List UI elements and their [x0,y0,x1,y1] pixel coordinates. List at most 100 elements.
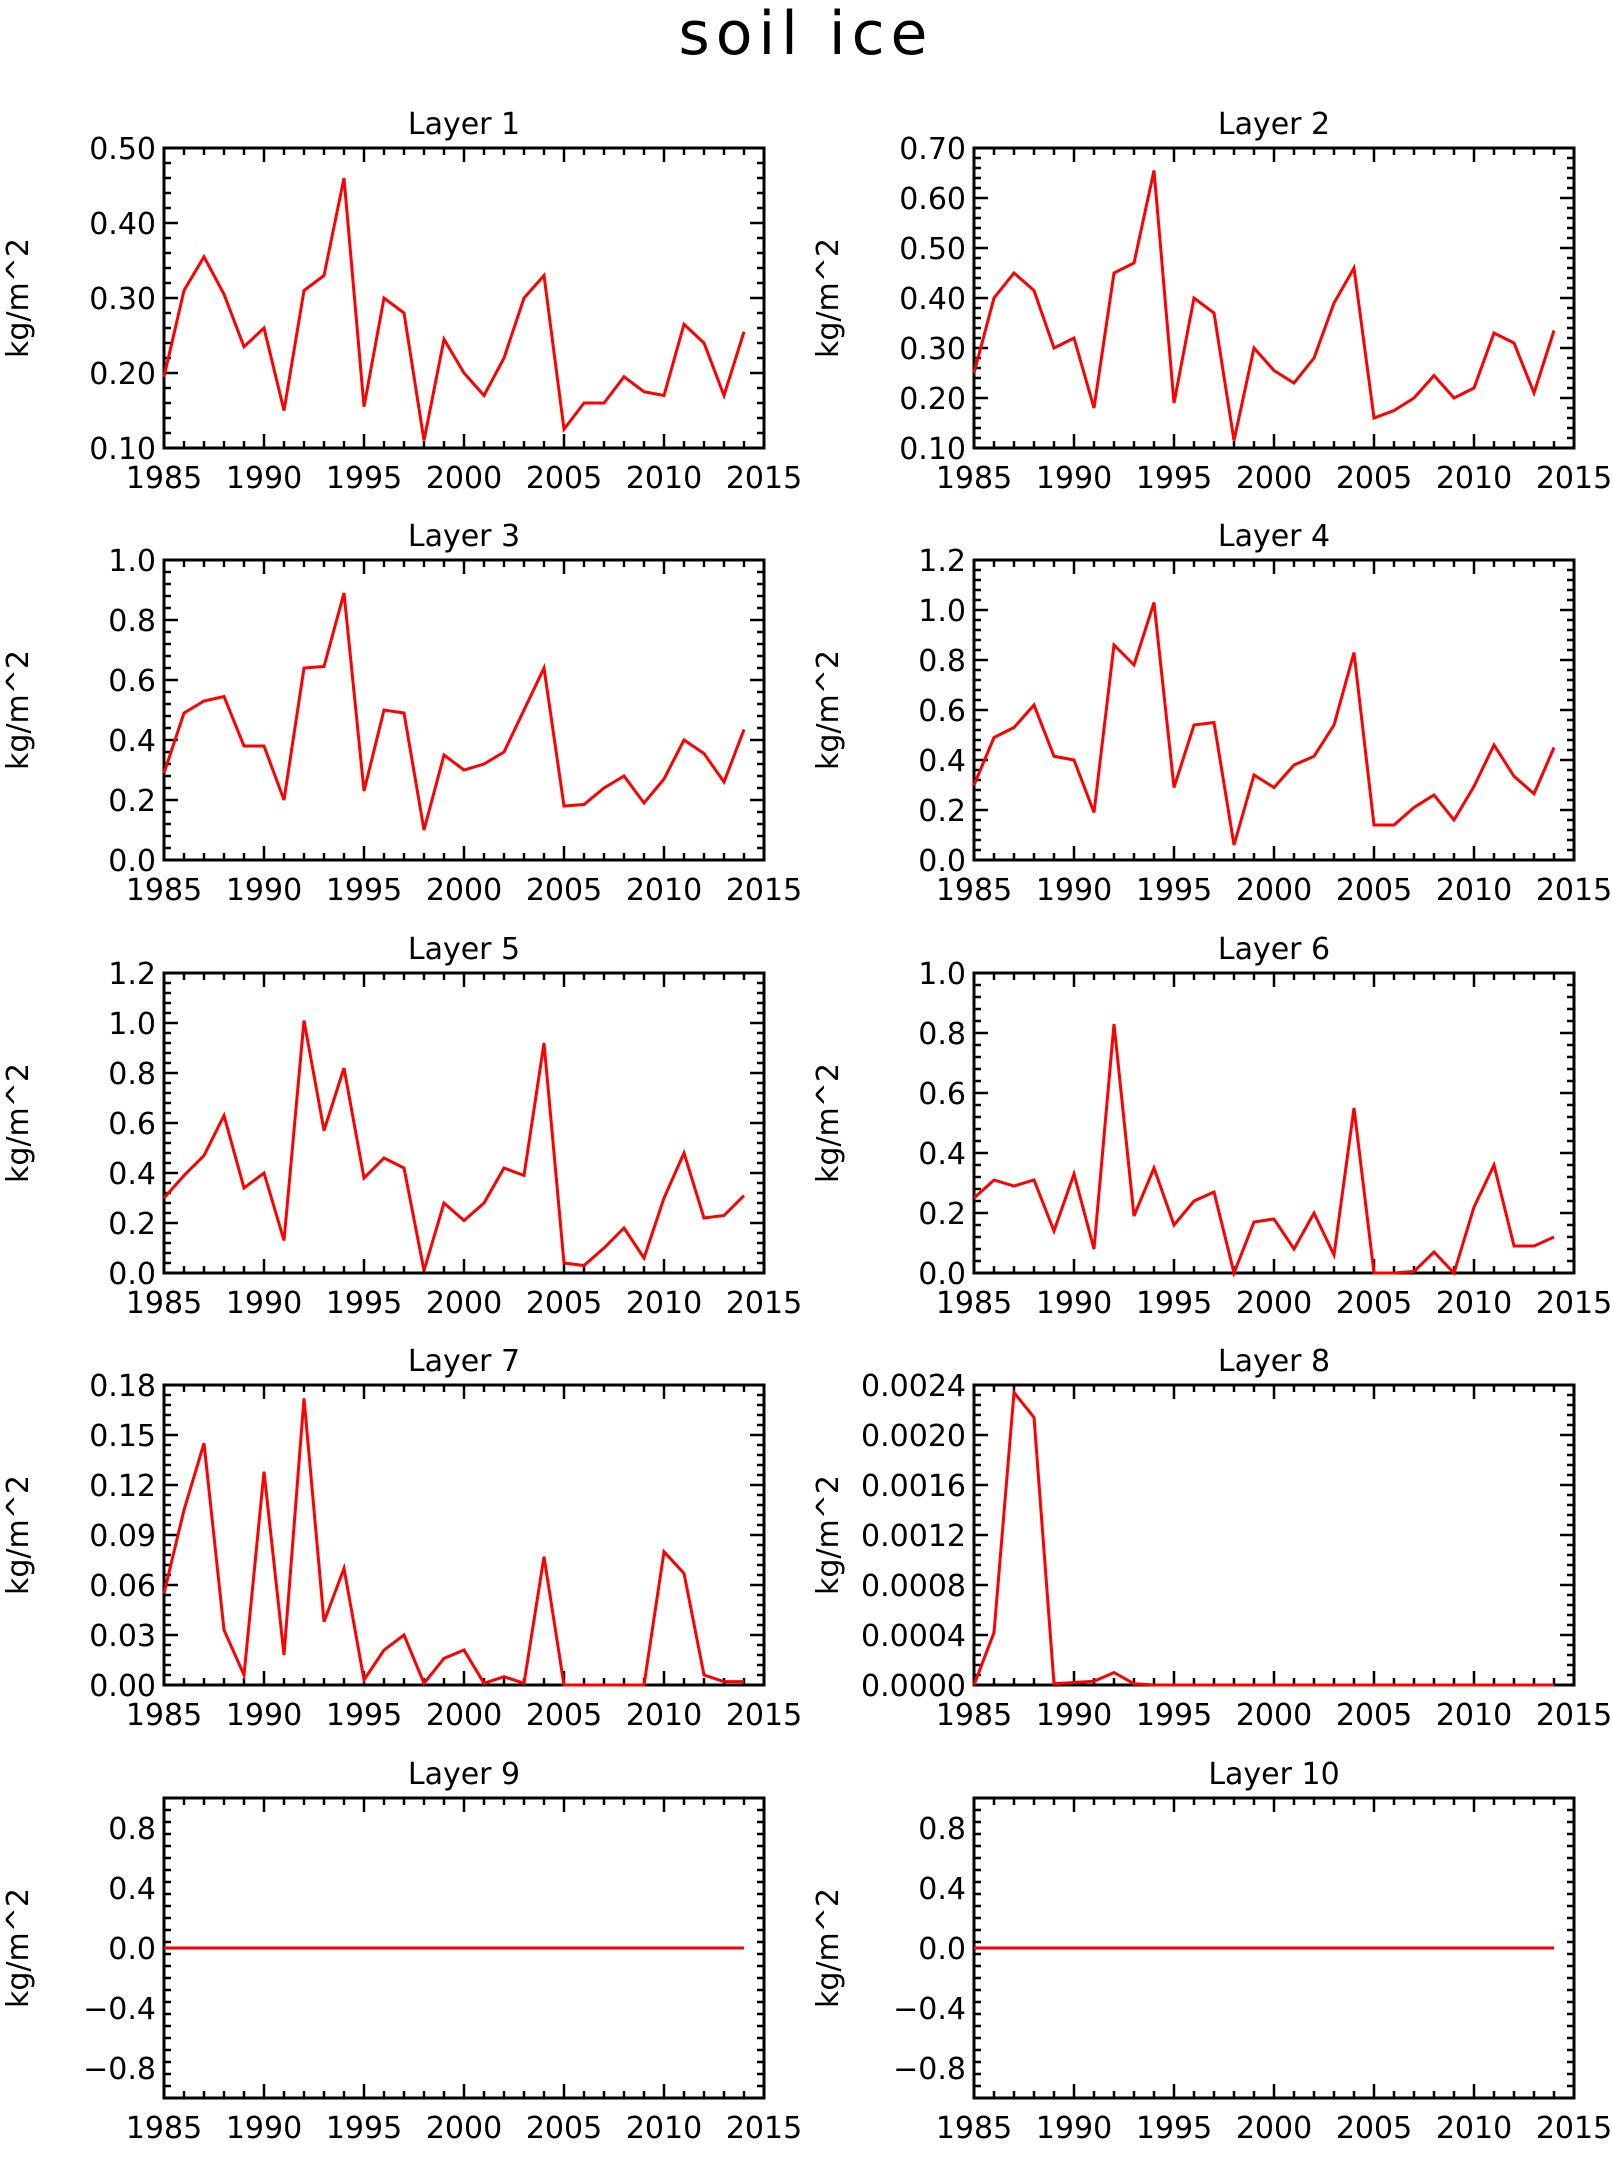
panel-title: Layer 7 [408,1344,520,1379]
x-tick-label: 2000 [1236,2111,1312,2146]
y-tick-label: 0.2 [108,784,156,819]
y-tick-label: 0.8 [918,1017,966,1052]
x-tick-label: 1985 [936,2111,1012,2146]
y-tick-label: 0.0 [918,1257,966,1292]
x-tick-label: 1995 [1136,873,1212,908]
x-tick-label: 1985 [126,2111,202,2146]
y-tick-label: 1.0 [918,957,966,992]
panel-layer-7: Layer 7 1985 1990 1995 2000 2005 2010 2015 0.00 0… [1,1344,802,1733]
y-axis-label: kg/m^2 [1,650,36,770]
y-axis-label: kg/m^2 [811,1063,846,1183]
panel-layer-3: Layer 3 1985 1990 1995 2000 2005 2010 2015 0.0 0.… [1,519,802,908]
x-tick-label: 2015 [1536,1286,1612,1321]
y-tick-label: 0.4 [918,744,966,779]
y-tick-label: 0.8 [918,644,966,679]
y-axis-label: kg/m^2 [1,238,36,358]
series-line [162,1398,744,1687]
panel-layer-6: Layer 6 1985 1990 1995 2000 2005 2010 2015 0.0 0.… [811,932,1612,1321]
y-tick-label: 0.60 [899,182,966,217]
x-tick-label: 1995 [1136,461,1212,496]
y-tick-label: 0.30 [89,282,156,317]
x-tick-label: 2010 [626,1286,702,1321]
y-tick-label: 0.20 [89,357,156,392]
y-tick-label: 0.6 [918,1077,966,1112]
y-tick-label: 0.0012 [861,1519,966,1554]
x-tick-label: 1990 [226,461,302,496]
y-tick-label: 1.0 [108,1007,156,1042]
y-tick-label: 0.0 [918,1932,966,1967]
y-tick-label: 0.18 [89,1369,156,1404]
x-tick-label: 2015 [726,1286,802,1321]
plot-frame [972,1383,1576,1687]
x-tick-label: 2005 [1336,1286,1412,1321]
x-tick-label: 2000 [426,2111,502,2146]
x-tick-label: 2015 [726,873,802,908]
x-tick-label: 1990 [1036,873,1112,908]
x-tick-label: 2015 [1536,873,1612,908]
y-tick-label: 0.50 [89,132,156,167]
y-axis-label: kg/m^2 [811,238,846,358]
x-tick-label: 1985 [936,1286,1012,1321]
x-tick-label: 1990 [226,2111,302,2146]
y-tick-label: −0.4 [893,1992,966,2027]
panel-title: Layer 6 [1218,932,1330,967]
x-tick-label: 1985 [126,1286,202,1321]
y-tick-label: 0.6 [108,664,156,699]
panel-title: Layer 5 [408,932,520,967]
y-tick-label: 0.2 [108,1207,156,1242]
x-tick-label: 1995 [326,873,402,908]
y-tick-label: 0.06 [89,1569,156,1604]
x-tick-label: 2005 [1336,461,1412,496]
x-tick-label: 2010 [1436,1698,1512,1733]
x-tick-label: 2000 [1236,461,1312,496]
x-tick-label: 1985 [936,873,1012,908]
series-line [162,177,746,441]
x-tick-label: 2005 [1336,873,1412,908]
x-tick-label: 1985 [126,1698,202,1733]
x-tick-label: 2005 [1336,1698,1412,1733]
series-line [972,1023,1555,1278]
y-tick-label: 0.4 [918,1137,966,1172]
y-tick-label: 0.40 [899,282,966,317]
series-line [972,602,1556,846]
panel-layer-9: Layer 9 1985 1990 1995 2000 2005 2010 2015 −0.8 −… [1,1757,802,2146]
y-axis-label: kg/m^2 [1,1063,36,1183]
y-tick-label: 0.2 [918,1197,966,1232]
panel-layer-10: Layer 10 1985 1990 1995 2000 2005 2010 2015 −0.8… [811,1757,1612,2146]
panel-layer-1: Layer 1 1985 1990 1995 2000 2005 2010 2015 0.10 0… [1,107,802,496]
y-tick-label: 1.0 [918,594,966,629]
x-tick-label: 2005 [526,1698,602,1733]
x-tick-label: 2000 [426,873,502,908]
x-tick-label: 2005 [526,461,602,496]
x-tick-label: 1990 [1036,2111,1112,2146]
figure-title: soil ice [679,0,934,69]
x-tick-label: 2000 [1236,873,1312,908]
x-tick-label: 2010 [1436,461,1512,496]
y-tick-label: −0.4 [83,1992,156,2027]
y-tick-label: 0.15 [89,1419,156,1454]
x-tick-label: 2015 [1536,2111,1612,2146]
x-tick-label: 2010 [626,873,702,908]
y-tick-label: 0.0024 [861,1369,966,1404]
series-line [972,1388,1554,1687]
x-tick-label: 2015 [1536,461,1612,496]
plot-frame [972,558,1576,862]
plot-frame [972,971,1576,1275]
y-axis-label: kg/m^2 [811,650,846,770]
y-tick-label: 0.8 [108,1812,156,1847]
panel-layer-8: Layer 8 1985 1990 1995 2000 2005 2010 2015 0.000… [811,1344,1612,1733]
x-tick-label: 2010 [626,461,702,496]
x-tick-label: 1995 [1136,1286,1212,1321]
y-axis-label: kg/m^2 [811,1888,846,2008]
y-tick-label: 0.8 [108,1057,156,1092]
panel-title: Layer 2 [1218,107,1330,142]
y-axis-label: kg/m^2 [1,1888,36,2008]
x-tick-label: 2005 [526,2111,602,2146]
plot-frame [162,146,766,450]
x-tick-label: 2010 [626,2111,702,2146]
panel-layer-2: Layer 2 1985 1990 1995 2000 2005 2010 2015 0.10 0… [811,107,1612,496]
x-tick-label: 1985 [126,873,202,908]
x-tick-label: 2010 [1436,873,1512,908]
y-tick-label: 0.10 [89,432,156,467]
x-tick-label: 2010 [1436,2111,1512,2146]
